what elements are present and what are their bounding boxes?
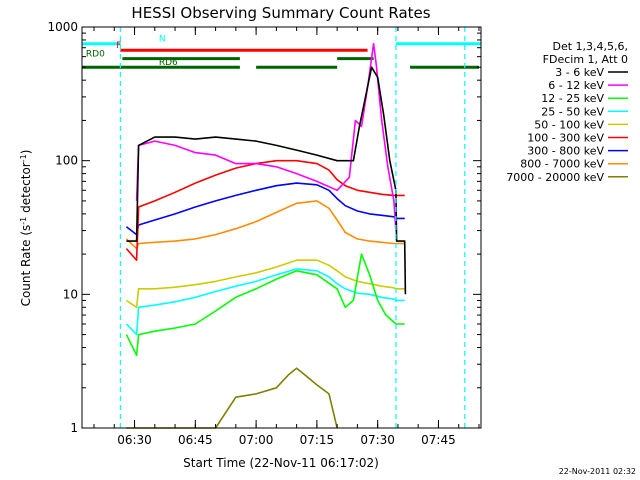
legend-label-6-12-kev: 6 - 12 keV xyxy=(548,79,604,92)
y-tick-label: 1 xyxy=(70,421,78,435)
series-line-7000-20000-kev xyxy=(126,367,338,429)
y-label-base: Count Rate (s xyxy=(19,225,33,307)
footer-date: 22-Nov-2011 02:32 xyxy=(559,467,636,476)
x-tick-label: 07:15 xyxy=(300,433,335,447)
x-tick-label: 07:45 xyxy=(421,433,456,447)
legend-label-7000-20000-kev: 7000 - 20000 keV xyxy=(506,171,604,184)
status-label-f: F xyxy=(116,41,121,51)
y-tick-label: 100 xyxy=(55,154,78,168)
x-tick-label: 07:30 xyxy=(360,433,395,447)
series-line-100-300-kev xyxy=(125,159,405,262)
x-axis-label: Start Time (22-Nov-11 06:17:02) xyxy=(183,456,379,470)
legend: Det 1,3,4,5,6,FDecim 1, Att 03 - 6 keV6 … xyxy=(506,40,628,184)
legend-label-25-50-kev: 25 - 50 keV xyxy=(541,105,604,118)
series-line-300-800-kev xyxy=(125,182,405,236)
legend-label-12-25-kev: 12 - 25 keV xyxy=(541,92,604,105)
chart-title: HESSI Observing Summary Count Rates xyxy=(131,4,430,22)
y-axis-label: Count Rate (s-1 detector-1) xyxy=(19,150,34,307)
y-label-mid: detector xyxy=(19,162,33,217)
x-tick-label: 07:00 xyxy=(239,433,274,447)
y-label-end: ) xyxy=(19,150,33,155)
legend-label-3-6-kev: 3 - 6 keV xyxy=(555,66,604,79)
legend-label-300-800-kev: 300 - 800 keV xyxy=(527,145,604,158)
status-bars: N F RD0 RD6 xyxy=(82,35,481,69)
data-series xyxy=(125,42,407,429)
y-label-sup1: -1 xyxy=(19,217,28,225)
y-tick-label: 10 xyxy=(63,287,78,301)
axes: 06:30 06:45 07:00 07:15 07:30 07:45 1 10 100 1000 xyxy=(47,20,481,447)
status-label-n: N xyxy=(159,35,166,45)
series-line-6-12-kev xyxy=(135,42,397,231)
legend-header-line: FDecim 1, Att 0 xyxy=(543,53,628,66)
series-line-800-7000-kev xyxy=(125,200,405,250)
series-line-50-100-kev xyxy=(125,259,405,309)
plot-frame xyxy=(81,26,482,429)
status-label-rd0: RD0 xyxy=(86,50,105,60)
series-line-25-50-kev xyxy=(125,268,405,336)
x-tick-label: 06:30 xyxy=(117,433,152,447)
series-line-12-25-kev xyxy=(125,253,405,357)
y-tick-label: 1000 xyxy=(47,20,78,34)
series-line-3-6-kev xyxy=(126,66,407,295)
night-markers xyxy=(119,27,466,428)
legend-header-line: Det 1,3,4,5,6, xyxy=(552,40,628,53)
status-label-rd6: RD6 xyxy=(159,58,178,68)
x-tick-label: 06:45 xyxy=(178,433,213,447)
legend-label-100-300-kev: 100 - 300 keV xyxy=(527,132,604,145)
legend-label-50-100-kev: 50 - 100 keV xyxy=(534,118,604,131)
y-label-sup2: -1 xyxy=(19,154,28,162)
legend-label-800-7000-kev: 800 - 7000 keV xyxy=(520,158,604,171)
